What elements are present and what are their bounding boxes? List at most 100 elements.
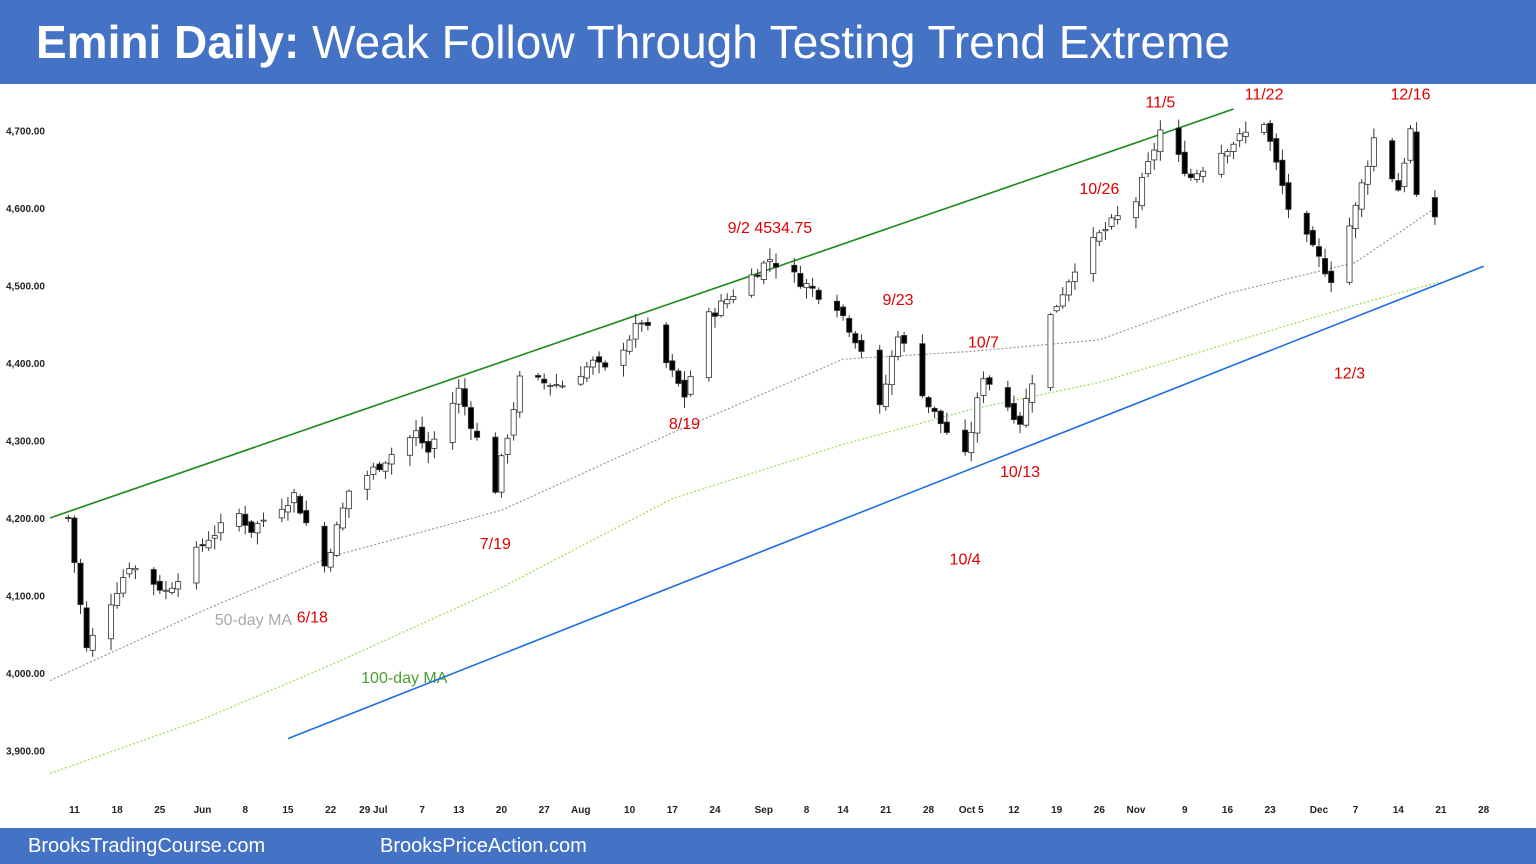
chart-title: Emini Daily: Weak Follow Through Testing… bbox=[36, 10, 1230, 74]
bull-candle bbox=[1200, 170, 1207, 177]
bear-candle bbox=[711, 312, 718, 317]
bull-candle bbox=[236, 512, 243, 527]
bear-candle bbox=[846, 318, 853, 333]
bull-candle bbox=[1346, 225, 1353, 283]
bear-candle bbox=[962, 429, 969, 453]
bull-candle bbox=[498, 455, 505, 493]
bull-candle bbox=[291, 492, 298, 504]
bear-candle bbox=[754, 274, 761, 277]
bull-candle bbox=[1145, 161, 1152, 175]
bear-candle bbox=[535, 375, 542, 378]
bull-candle bbox=[1242, 131, 1249, 137]
annotation-label: 7/19 bbox=[480, 536, 511, 553]
x-tick-label: 28 bbox=[923, 805, 935, 816]
bull-candle bbox=[364, 475, 371, 490]
bull-candle bbox=[1047, 314, 1054, 389]
bull-candle bbox=[1132, 201, 1139, 219]
bull-candle bbox=[169, 587, 176, 593]
bear-candle bbox=[1010, 403, 1017, 420]
bear-candle bbox=[986, 377, 993, 385]
bear-candle bbox=[596, 356, 603, 363]
bull-candle bbox=[108, 604, 115, 640]
x-axis: 11 18 25 Jun 8 15 22 29 Jul 7 13 20 27 Aug 10 17 24 Sep 8… bbox=[69, 805, 1490, 816]
bear-candle bbox=[858, 340, 865, 352]
bear-candle bbox=[1389, 140, 1396, 180]
y-tick-label: 4,300.00 bbox=[6, 437, 45, 448]
bull-candle bbox=[1370, 137, 1377, 167]
bear-candle bbox=[492, 436, 499, 493]
footer-link-left[interactable]: BrooksTradingCourse.com bbox=[28, 835, 266, 857]
bull-candle bbox=[205, 539, 212, 549]
x-tick-label: Jun bbox=[194, 805, 212, 816]
bear-candle bbox=[83, 607, 90, 649]
y-tick-label: 4,600.00 bbox=[6, 204, 45, 215]
bear-candle bbox=[675, 370, 682, 384]
x-tick-label: 24 bbox=[709, 805, 721, 816]
y-tick-label: 4,200.00 bbox=[6, 514, 45, 525]
bear-candle bbox=[1309, 230, 1316, 246]
bear-candle bbox=[77, 562, 84, 606]
bull-candle bbox=[1261, 124, 1268, 133]
bull-candle bbox=[718, 300, 725, 316]
bull-candle bbox=[705, 311, 712, 379]
bull-candle bbox=[980, 378, 987, 396]
x-tick-label: 13 bbox=[453, 805, 465, 816]
y-tick-label: 4,100.00 bbox=[6, 591, 45, 602]
bull-candle bbox=[406, 437, 413, 456]
x-tick-label: 26 bbox=[1094, 805, 1106, 816]
bear-candle bbox=[1017, 415, 1024, 425]
bull-candle bbox=[1023, 398, 1030, 426]
bear-candle bbox=[834, 300, 841, 311]
ma100-layer: 100-day MA bbox=[49, 281, 1442, 775]
bull-candle bbox=[431, 438, 438, 449]
bull-candle bbox=[449, 402, 456, 443]
x-tick-label: Aug bbox=[571, 805, 590, 816]
title-bar: Emini Daily: Weak Follow Through Testing… bbox=[0, 0, 1536, 84]
bull-candle bbox=[516, 375, 523, 413]
x-tick-label: 20 bbox=[496, 805, 508, 816]
annotation-label: 11/22 bbox=[1245, 87, 1284, 104]
bear-candle bbox=[809, 285, 816, 289]
annotation-label: 6/18 bbox=[297, 609, 328, 626]
bull-candle bbox=[1053, 306, 1060, 312]
y-tick-label: 4,000.00 bbox=[6, 669, 45, 680]
bull-candle bbox=[339, 507, 346, 529]
bull-candle bbox=[1407, 128, 1414, 161]
x-tick-label: 9 bbox=[1182, 805, 1188, 816]
bull-candle bbox=[278, 508, 285, 519]
bull-candle bbox=[1352, 204, 1359, 229]
upper-trendline bbox=[49, 108, 1234, 519]
bull-candle bbox=[583, 366, 590, 379]
bear-candle bbox=[669, 360, 676, 371]
bull-candle bbox=[553, 384, 560, 387]
bear-candle bbox=[638, 322, 645, 325]
bull-candle bbox=[333, 524, 340, 556]
bull-candle bbox=[193, 546, 200, 584]
annotation-label: 12/3 bbox=[1334, 366, 1365, 383]
ma100-label: 100-day MA bbox=[361, 670, 448, 687]
candlestick-layer bbox=[65, 119, 1438, 657]
footer-bar: BrooksTradingCourse.com BrooksPriceActio… bbox=[0, 828, 1536, 864]
bear-candle bbox=[1181, 151, 1188, 174]
bull-candle bbox=[882, 383, 889, 408]
x-tick-label: 29 Jul bbox=[359, 805, 388, 816]
x-tick-label: 22 bbox=[325, 805, 337, 816]
footer-link-right[interactable]: BrooksPriceAction.com bbox=[380, 835, 587, 857]
bear-candle bbox=[321, 525, 328, 567]
x-tick-label: Nov bbox=[1126, 805, 1145, 816]
bull-candle bbox=[577, 375, 584, 385]
bull-candle bbox=[766, 259, 773, 263]
bull-candle bbox=[114, 593, 121, 606]
bear-candle bbox=[1315, 246, 1322, 257]
ma50-label: 50-day MA bbox=[215, 612, 293, 629]
bear-candle bbox=[901, 335, 908, 344]
bull-candle bbox=[413, 430, 420, 439]
bear-candle bbox=[681, 379, 688, 398]
bear-candle bbox=[467, 407, 474, 429]
y-axis: 3,900.00 4,000.00 4,100.00 4,200.00 4,300.00… bbox=[6, 127, 45, 758]
bear-candle bbox=[943, 421, 950, 433]
bear-candle bbox=[425, 440, 432, 453]
bear-candle bbox=[925, 397, 932, 408]
bear-candle bbox=[71, 517, 78, 563]
bull-candle bbox=[687, 376, 694, 395]
